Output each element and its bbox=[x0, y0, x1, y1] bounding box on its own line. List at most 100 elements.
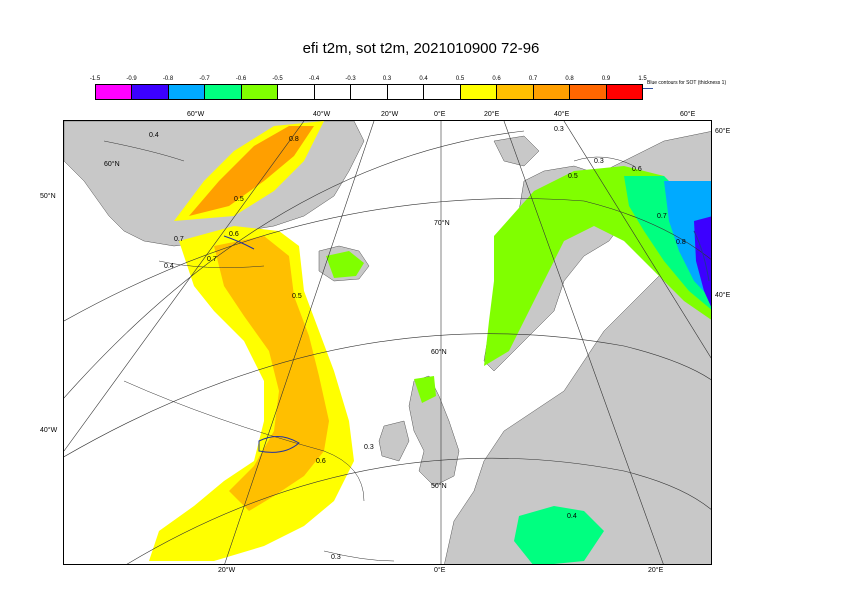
sot-contour-line bbox=[693, 230, 710, 282]
legend-swatch bbox=[424, 85, 461, 99]
edge-label-right: 60°E bbox=[715, 128, 731, 135]
contour-line bbox=[573, 156, 635, 167]
land-great-britain bbox=[408, 375, 460, 487]
legend-swatch bbox=[96, 85, 133, 99]
efi-shade-iceland bbox=[326, 251, 364, 278]
parallel-line bbox=[64, 198, 711, 322]
contour-label: 0.3 bbox=[331, 554, 341, 561]
contour-label: 0.6 bbox=[632, 166, 642, 173]
legend-swatch bbox=[570, 85, 607, 99]
legend-tick: 1.5 bbox=[638, 76, 647, 82]
legend-tick: -0.5 bbox=[272, 76, 283, 82]
contour-label: 0.3 bbox=[594, 158, 604, 165]
efi-shade-purple bbox=[694, 216, 711, 307]
land-svalbard bbox=[493, 135, 540, 167]
legend-tick: -0.6 bbox=[235, 76, 247, 82]
sot-contour-line bbox=[223, 235, 255, 250]
latitude-label: 60°N bbox=[104, 161, 120, 168]
meridian-line bbox=[503, 121, 664, 564]
meridian-line bbox=[224, 121, 375, 564]
longitude-label: 20°W bbox=[381, 111, 399, 118]
parallel-line bbox=[126, 457, 711, 564]
contour-label: 0.4 bbox=[567, 513, 577, 520]
legend-tick: 0.4 bbox=[419, 76, 428, 82]
legend-swatch bbox=[314, 85, 352, 99]
contour-label: 0.5 bbox=[234, 196, 244, 203]
longitude-label: 20°E bbox=[648, 567, 664, 574]
contour-label: 0.7 bbox=[207, 256, 217, 263]
legend-tick: 0.3 bbox=[382, 76, 392, 82]
sot-contour-line bbox=[258, 436, 300, 453]
efi-warm-shading bbox=[149, 121, 354, 561]
latitude-label: 70°N bbox=[434, 220, 450, 227]
longitude-label: 20°W bbox=[218, 567, 236, 574]
longitude-label: 40°E bbox=[554, 111, 570, 118]
efi-cold-shading bbox=[326, 166, 711, 564]
land-ireland bbox=[378, 420, 410, 462]
contour-label: 0.7 bbox=[657, 213, 667, 220]
latitude-label: 50°N bbox=[431, 483, 447, 490]
meridian-line bbox=[563, 121, 711, 359]
legend-swatch bbox=[387, 85, 425, 99]
legend-swatch bbox=[606, 85, 643, 99]
legend-tick: -0.9 bbox=[126, 76, 137, 82]
legend-color-bar bbox=[95, 84, 643, 100]
legend-swatch bbox=[205, 85, 242, 99]
parallel-line bbox=[64, 333, 711, 458]
legend-tick: 0.9 bbox=[601, 76, 611, 82]
contour-line bbox=[323, 550, 395, 562]
color-legend: -1.5 -0.9 -0.8 -0.7 -0.6 -0.5 -0.4 -0.3 … bbox=[90, 76, 726, 106]
longitude-label: 20°E bbox=[484, 111, 500, 118]
legend-swatch bbox=[168, 85, 206, 99]
contour-label: 0.6 bbox=[229, 231, 239, 238]
edge-label-right: 40°E bbox=[715, 292, 731, 299]
contour-label: 0.4 bbox=[164, 263, 174, 270]
legend-swatch bbox=[497, 85, 534, 99]
map-canvas bbox=[64, 121, 711, 564]
contour-line bbox=[103, 140, 185, 162]
parallel-line bbox=[64, 130, 525, 399]
contour-label: 0.5 bbox=[292, 293, 302, 300]
contour-label: 0.6 bbox=[316, 458, 326, 465]
latitude-label: 60°N bbox=[431, 349, 447, 356]
efi-shade-yellow bbox=[149, 226, 354, 561]
legend-tick: -0.3 bbox=[345, 76, 356, 82]
legend-tick: -0.8 bbox=[162, 76, 174, 82]
sot-legend-label: Blue contours for SOT (thickness 1) bbox=[647, 80, 727, 86]
longitude-label: 0°E bbox=[434, 111, 446, 118]
contour-label: 0.3 bbox=[554, 126, 564, 133]
efi-shade-alps bbox=[514, 506, 604, 564]
legend-swatch bbox=[533, 85, 571, 99]
contour-label: 0.8 bbox=[289, 136, 299, 143]
legend-tick: 0.5 bbox=[455, 76, 465, 82]
edge-label-left: 40°W bbox=[40, 427, 58, 434]
contour-line bbox=[158, 260, 265, 268]
efi-shade-greenland-orange bbox=[189, 126, 314, 216]
efi-contours bbox=[103, 140, 635, 562]
legend-tick: 0.7 bbox=[528, 76, 538, 82]
map-title: efi t2m, sot t2m, 2021010900 72-96 bbox=[302, 40, 540, 57]
sot-contours bbox=[223, 230, 710, 453]
contour-line bbox=[123, 380, 365, 502]
legend-tick: -0.4 bbox=[308, 76, 320, 82]
longitude-label: 60°E bbox=[680, 111, 696, 118]
legend-swatch bbox=[278, 85, 315, 99]
efi-shade-scotland bbox=[414, 376, 436, 403]
legend-tick: 0.6 bbox=[492, 76, 501, 82]
graticule bbox=[64, 121, 711, 564]
meridian-line bbox=[64, 121, 305, 452]
legend-tick: 0.8 bbox=[565, 76, 574, 82]
contour-label: 0.7 bbox=[174, 236, 184, 243]
legend-swatch bbox=[132, 85, 169, 99]
legend-tick: -1.5 bbox=[89, 76, 101, 82]
legend-swatch bbox=[241, 85, 279, 99]
efi-shade-orange bbox=[214, 236, 329, 511]
edge-label-left: 50°N bbox=[40, 193, 56, 200]
longitude-label: 40°W bbox=[313, 111, 331, 118]
contour-label: 0.4 bbox=[149, 132, 159, 139]
longitude-label: 0°E bbox=[434, 567, 446, 574]
legend-tick: -0.7 bbox=[199, 76, 210, 82]
legend-swatch bbox=[460, 85, 498, 99]
map-panel: 60°N 70°N 60°N 50°N 0.4 0.5 0.7 0.8 0.6 … bbox=[63, 120, 712, 565]
contour-label: 0.8 bbox=[676, 239, 686, 246]
